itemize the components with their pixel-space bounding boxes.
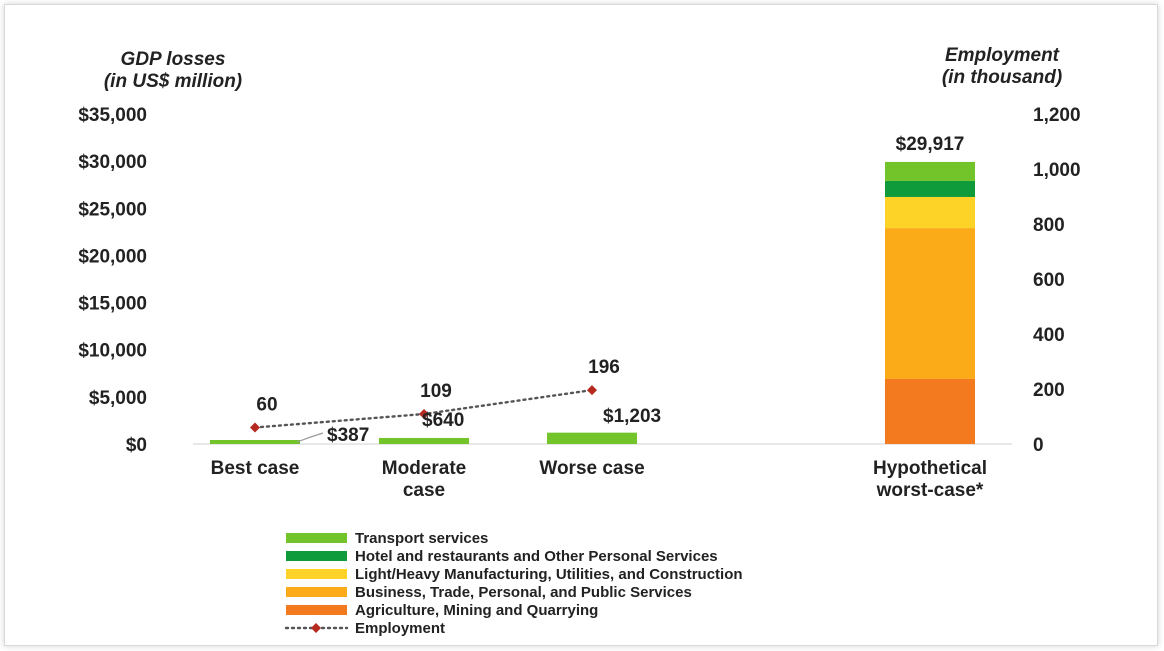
right-tick-label: 0 <box>1033 435 1044 456</box>
left-tick-label: $15,000 <box>78 294 147 315</box>
category-label-line2: worst-case* <box>876 480 984 501</box>
label-leader-line <box>296 432 324 443</box>
left-axis-title-line2: (in US$ million) <box>104 71 242 92</box>
legend-label: Transport services <box>355 530 488 547</box>
legend-employment-marker <box>311 623 321 633</box>
chart-frame: GDP losses (in US$ million) Employment (… <box>4 4 1158 646</box>
category-label-line1: Worse case <box>539 458 644 479</box>
left-tick-label: $0 <box>126 435 147 456</box>
bar-segment <box>210 440 300 444</box>
legend-label: Business, Trade, Personal, and Public Se… <box>355 584 692 601</box>
category-label-line2: case <box>403 480 445 501</box>
left-tick-label: $10,000 <box>78 341 147 362</box>
legend-label: Agriculture, Mining and Quarrying <box>355 602 598 619</box>
bar-segment <box>885 378 975 444</box>
right-axis-title-line1: Employment <box>945 45 1060 66</box>
employment-series: 60 109 196 <box>250 357 620 433</box>
total-value-label: $640 <box>422 410 464 431</box>
legend-swatch <box>286 587 347 597</box>
bar-segment <box>885 161 975 181</box>
category-label-line1: Best case <box>211 458 300 479</box>
left-tick-label: $5,000 <box>89 388 147 409</box>
right-tick-label: 800 <box>1033 215 1065 236</box>
gdp-employment-chart: GDP losses (in US$ million) Employment (… <box>78 45 1081 637</box>
legend-label: Hotel and restaurants and Other Personal… <box>355 548 718 565</box>
bar-segment <box>885 180 975 197</box>
right-axis-title-line2: (in thousand) <box>942 67 1062 88</box>
employment-value-label: 196 <box>588 357 620 378</box>
left-axis-ticks: $0 $5,000 $10,000 $15,000 $20,000 $25,000 $30,… <box>78 105 147 456</box>
legend-swatch <box>286 605 347 615</box>
right-tick-label: 400 <box>1033 325 1065 346</box>
bar-segment <box>885 228 975 379</box>
right-tick-label: 200 <box>1033 380 1065 401</box>
bar-segment <box>547 432 637 444</box>
left-tick-label: $20,000 <box>78 246 147 267</box>
left-tick-label: $35,000 <box>78 105 147 126</box>
total-value-label: $29,917 <box>896 134 965 155</box>
employment-marker <box>587 385 597 396</box>
legend-label: Employment <box>355 620 445 637</box>
legend-swatch <box>286 569 347 579</box>
employment-marker <box>250 422 260 433</box>
bar-segment <box>379 437 469 444</box>
right-axis-ticks: 0 200 400 600 800 1,000 1,200 <box>1033 105 1081 456</box>
category-label-line1: Moderate <box>382 458 466 479</box>
left-tick-label: $25,000 <box>78 199 147 220</box>
employment-marker <box>419 409 429 420</box>
left-tick-label: $30,000 <box>78 152 147 173</box>
right-tick-label: 600 <box>1033 270 1065 291</box>
legend-swatch <box>286 551 347 561</box>
total-value-labels: $387 $640 $1,203 $29,917 <box>327 134 964 446</box>
category-label-line1: Hypothetical <box>873 458 987 479</box>
total-value-label: $387 <box>327 425 369 446</box>
total-value-label: $1,203 <box>603 406 661 427</box>
bar-segment <box>885 196 975 229</box>
legend-label: Light/Heavy Manufacturing, Utilities, an… <box>355 566 743 583</box>
left-axis-title-line1: GDP losses <box>121 49 226 70</box>
employment-value-label: 60 <box>256 395 277 416</box>
right-tick-label: 1,200 <box>1033 105 1081 126</box>
stacked-bars <box>210 161 975 444</box>
right-tick-label: 1,000 <box>1033 160 1081 181</box>
legend-swatch <box>286 533 347 543</box>
employment-value-label: 109 <box>420 381 452 402</box>
